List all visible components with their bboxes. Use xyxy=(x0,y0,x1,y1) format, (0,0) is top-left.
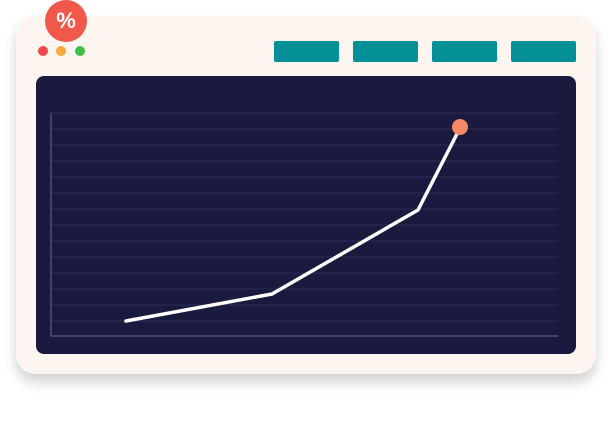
trend-line xyxy=(124,126,462,323)
grid xyxy=(51,112,558,322)
trend-end-dot xyxy=(452,119,468,135)
window-dot-green xyxy=(75,46,85,56)
nav-button[interactable] xyxy=(511,41,576,62)
nav-button[interactable] xyxy=(274,41,339,62)
window-dot-red xyxy=(38,46,48,56)
chart-panel xyxy=(36,76,576,354)
badge-label: % xyxy=(56,8,76,33)
badge xyxy=(45,0,87,42)
window-dot-yellow xyxy=(56,46,66,56)
nav-button[interactable] xyxy=(353,41,418,62)
nav-button[interactable] xyxy=(432,41,497,62)
